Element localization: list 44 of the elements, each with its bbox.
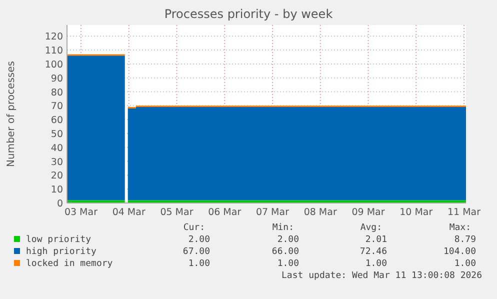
text: Last update: Wed Mar 11 13:00:08 2026 bbox=[282, 271, 482, 281]
x-tick-label: 03 Mar bbox=[64, 207, 98, 218]
text: 72.46 bbox=[360, 247, 387, 257]
y-tick-label: 40 bbox=[50, 142, 63, 154]
y-tick-label: 90 bbox=[50, 73, 63, 84]
text: Max: bbox=[449, 223, 471, 233]
x-tick-label: 07 Mar bbox=[256, 207, 290, 218]
y-tick-label: 120 bbox=[44, 32, 63, 43]
x-tick-label: 08 Mar bbox=[304, 207, 337, 218]
y-tick-label: 30 bbox=[50, 156, 63, 168]
text: 67.00 bbox=[182, 247, 210, 257]
y-tick-label: 110 bbox=[44, 46, 63, 57]
y-axis-title: Number of processes bbox=[6, 61, 17, 167]
text: 1.00 bbox=[277, 259, 299, 269]
text: 2.00 bbox=[188, 235, 210, 245]
y-tick-label: 0 bbox=[56, 198, 63, 210]
y-tick-label: 10 bbox=[50, 184, 63, 196]
x-tick-label: 05 Mar bbox=[160, 207, 194, 218]
text: 1.00 bbox=[188, 259, 210, 269]
text: Avg: bbox=[360, 223, 382, 233]
x-tick-label: 09 Mar bbox=[352, 207, 385, 218]
text: 1.00 bbox=[454, 259, 476, 269]
y-tick-label: 80 bbox=[50, 87, 63, 98]
x-tick-label: 06 Mar bbox=[208, 207, 242, 218]
y-tick-label: 100 bbox=[44, 59, 63, 70]
text: 1.00 bbox=[365, 259, 387, 269]
text: Min: bbox=[272, 223, 294, 233]
text: 8.79 bbox=[454, 235, 476, 245]
x-tick-label: 11 Mar bbox=[447, 207, 481, 218]
y-tick-label: 20 bbox=[50, 170, 63, 182]
y-tick-label: 70 bbox=[50, 101, 63, 112]
y-tick-label: 50 bbox=[50, 128, 63, 140]
y-tick-label: 60 bbox=[50, 115, 63, 126]
chart-title: Processes priority - by week bbox=[164, 7, 333, 21]
legend-label: high priority bbox=[26, 247, 98, 257]
text: 2.01 bbox=[365, 235, 387, 245]
x-tick-label: 04 Mar bbox=[112, 207, 146, 218]
text: 2.00 bbox=[277, 235, 299, 245]
legend-label: locked in memory bbox=[26, 259, 114, 269]
text: 104.00 bbox=[443, 247, 476, 257]
legend-label: low priority bbox=[26, 235, 92, 245]
text: 66.00 bbox=[272, 247, 299, 257]
x-tick-label: 10 Mar bbox=[400, 207, 433, 218]
text: Cur: bbox=[183, 223, 205, 233]
